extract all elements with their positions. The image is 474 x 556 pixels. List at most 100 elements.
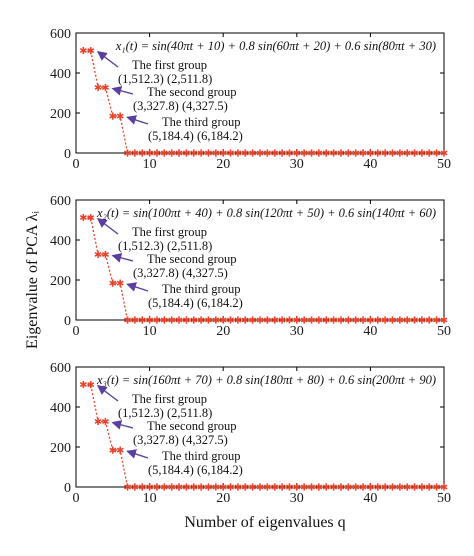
data-point <box>79 46 87 55</box>
data-point <box>352 149 360 157</box>
data-point <box>153 149 161 157</box>
data-point <box>352 316 360 324</box>
data-point <box>337 316 345 324</box>
annotation-title: The first group <box>132 58 207 72</box>
data-point <box>175 149 183 157</box>
y-tick-label: 200 <box>50 441 71 456</box>
annotation-title: The second group <box>147 85 237 99</box>
data-point <box>219 149 227 157</box>
data-point <box>418 483 426 491</box>
data-point <box>330 149 338 157</box>
data-point <box>204 316 212 324</box>
y-tick-label: 600 <box>50 27 71 42</box>
x-tick-label: 0 <box>73 324 80 339</box>
data-point <box>396 483 404 491</box>
data-point <box>293 316 301 324</box>
data-point <box>94 417 102 426</box>
x-tick-label: 10 <box>143 491 157 506</box>
data-point <box>241 483 249 491</box>
data-point <box>138 316 146 324</box>
x-tick-label: 10 <box>143 324 157 339</box>
data-point <box>190 149 198 157</box>
data-point <box>219 483 227 491</box>
data-point <box>116 112 124 120</box>
data-point <box>271 483 279 491</box>
data-point <box>411 149 419 157</box>
x-tick-label: 40 <box>363 157 377 172</box>
x-tick-label: 0 <box>73 157 80 172</box>
data-point <box>433 316 441 324</box>
data-point <box>418 316 426 324</box>
annotation-arrow <box>96 218 119 235</box>
data-point <box>101 250 109 259</box>
data-point <box>271 316 279 324</box>
data-point <box>182 149 190 157</box>
data-point <box>293 149 301 157</box>
data-point <box>315 316 323 324</box>
data-point <box>131 316 139 324</box>
x-tick-label: 50 <box>437 324 451 339</box>
data-point <box>124 483 132 491</box>
data-point <box>374 316 382 324</box>
data-point <box>197 316 205 324</box>
data-point <box>322 483 330 491</box>
x-tick-label: 20 <box>216 491 230 506</box>
data-point <box>182 316 190 324</box>
data-point <box>322 316 330 324</box>
data-point <box>308 483 316 491</box>
data-point <box>146 316 154 324</box>
data-point <box>285 149 293 157</box>
data-point <box>197 149 205 157</box>
data-point <box>124 316 132 324</box>
x-axis-label: Number of eigenvalues q <box>184 514 345 531</box>
data-point <box>234 316 242 324</box>
y-tick-label: 200 <box>50 274 71 289</box>
data-point <box>411 316 419 324</box>
data-point <box>263 483 271 491</box>
data-point <box>440 483 448 491</box>
x-tick-label: 40 <box>363 491 377 506</box>
data-point <box>278 483 286 491</box>
data-point <box>330 316 338 324</box>
y-tick-label: 200 <box>50 107 71 122</box>
data-point <box>249 483 257 491</box>
data-point <box>366 483 374 491</box>
data-point <box>175 316 183 324</box>
data-point <box>168 483 176 491</box>
data-point <box>300 483 308 491</box>
data-point <box>212 149 220 157</box>
annotation-values: (1,512.3) (2,511.8) <box>118 72 212 86</box>
data-point <box>87 381 95 389</box>
annotation-title: The third group <box>162 449 240 463</box>
data-point <box>381 483 389 491</box>
data-point <box>109 112 117 120</box>
data-point <box>227 149 235 157</box>
data-point <box>278 149 286 157</box>
data-point <box>359 316 367 324</box>
data-point <box>256 316 264 324</box>
data-point <box>234 149 242 157</box>
y-tick-label: 0 <box>64 147 71 162</box>
data-point <box>293 483 301 491</box>
data-point <box>175 483 183 491</box>
data-point <box>153 316 161 324</box>
data-point <box>131 483 139 491</box>
data-point <box>440 149 448 157</box>
data-point <box>359 483 367 491</box>
data-point <box>116 446 124 454</box>
y-tick-label: 400 <box>50 67 71 82</box>
data-point <box>160 483 168 491</box>
data-point <box>433 483 441 491</box>
y-axis-label: Eigenvalue of PCA λᵢ <box>24 211 41 349</box>
data-point <box>330 483 338 491</box>
data-point <box>352 483 360 491</box>
data-point <box>366 316 374 324</box>
annotation-values: (5,184.4) (6,184.2) <box>148 129 243 143</box>
x-tick-label: 50 <box>437 491 451 506</box>
annotation-values: (1,512.3) (2,511.8) <box>118 239 212 253</box>
x-tick-label: 30 <box>290 157 304 172</box>
data-point <box>344 149 352 157</box>
annotation-title: The first group <box>132 225 207 239</box>
data-point <box>344 483 352 491</box>
